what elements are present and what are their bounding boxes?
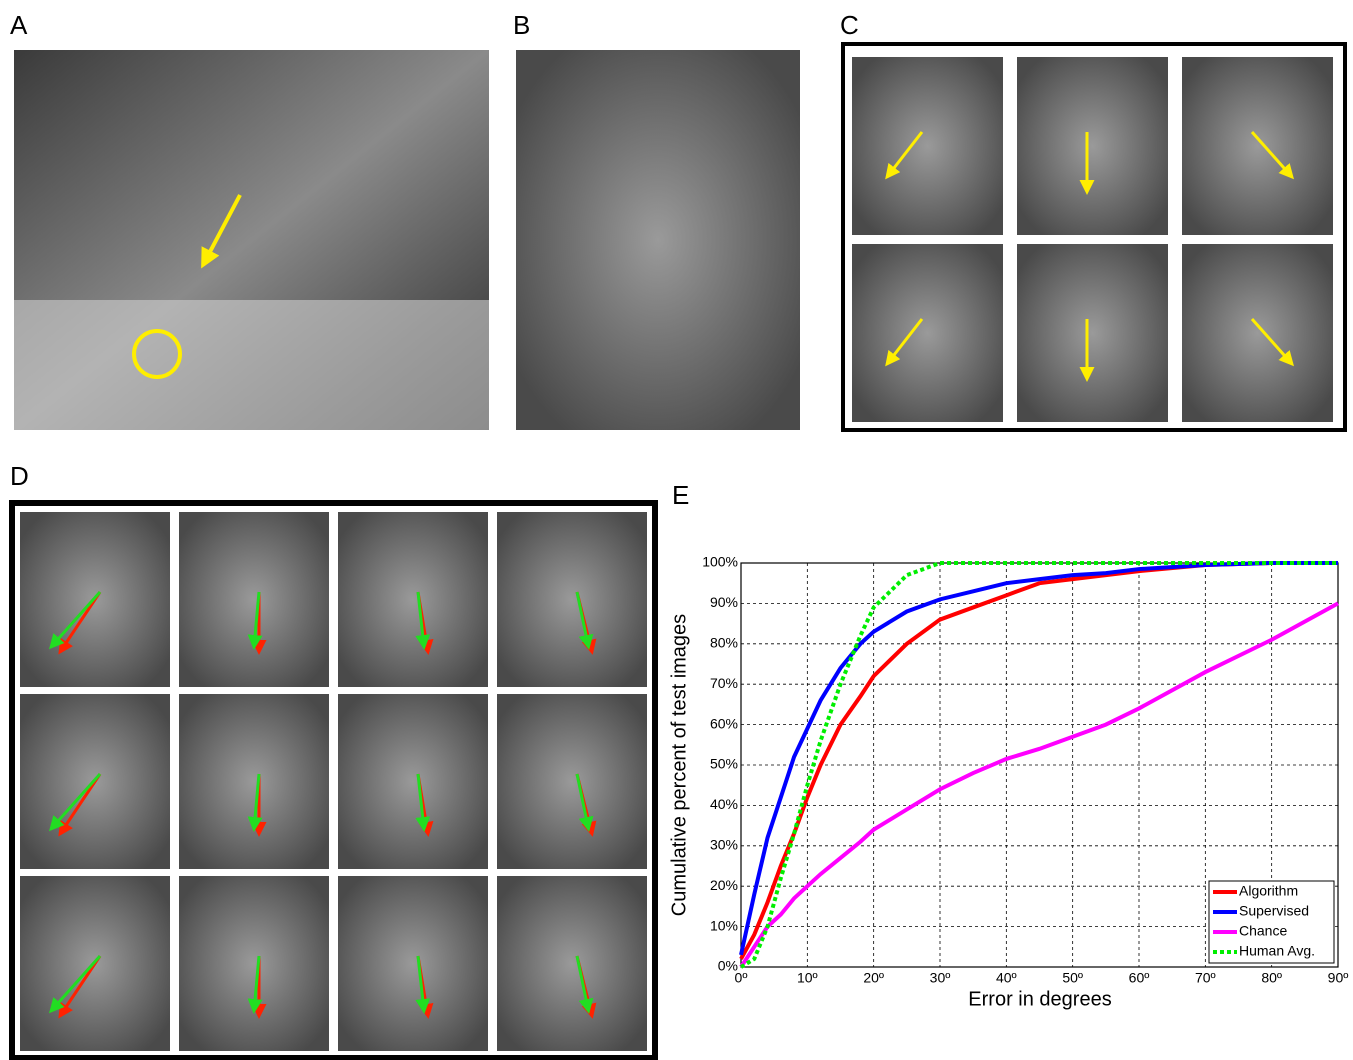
y-tick-label: 20% <box>710 877 738 893</box>
gaze-arrow <box>885 318 924 367</box>
series-line <box>739 561 1338 960</box>
photo-tile <box>1017 244 1168 422</box>
gaze-arrow <box>49 591 102 650</box>
panel-label: E <box>672 480 689 510</box>
gaze-arrow <box>58 773 102 837</box>
y-tick-label: 100% <box>702 554 738 570</box>
gaze-arrow <box>49 955 102 1014</box>
photo-tile <box>1182 57 1333 235</box>
gaze-arrow <box>247 773 263 832</box>
gaze-arrow <box>575 591 594 650</box>
gaze-arrow <box>575 955 594 1014</box>
series-line <box>739 601 1339 969</box>
photo-tile <box>852 57 1003 235</box>
x-tick-label: 0º <box>735 970 748 986</box>
y-tick-label: 30% <box>710 837 738 853</box>
y-tick-label: 60% <box>710 715 738 731</box>
photo-a <box>14 50 489 430</box>
chart: Error in degrees Cumulative percent of t… <box>668 554 1348 1011</box>
gaze-arrow <box>58 591 102 655</box>
legend-label: Supervised <box>1239 903 1309 919</box>
legend-label: Chance <box>1239 923 1287 939</box>
gaze-arrow <box>415 773 431 832</box>
x-tick-label: 80º <box>1261 970 1282 986</box>
photo-tile <box>179 876 329 1051</box>
photo-tile <box>338 876 488 1051</box>
gaze-arrow <box>247 955 263 1014</box>
panel-label: D <box>10 461 29 491</box>
photo-b <box>516 50 800 430</box>
legend-box <box>1208 880 1335 964</box>
x-tick-label: 90º <box>1328 970 1349 986</box>
photo-grid-c <box>841 42 1347 432</box>
x-tick-label: 30º <box>930 970 951 986</box>
gaze-arrow <box>1250 131 1294 180</box>
legend-label: Human Avg. <box>1239 943 1315 959</box>
photo-tile <box>497 876 647 1051</box>
photo-tile <box>1017 57 1168 235</box>
gaze-arrow <box>575 773 594 832</box>
gaze-arrow <box>247 591 263 650</box>
photo-tile <box>338 512 488 687</box>
gaze-arrow <box>415 955 431 1014</box>
gaze-arrow <box>415 591 431 650</box>
gaze-arrow <box>1250 318 1294 367</box>
x-axis-label: Error in degrees <box>968 988 1111 1010</box>
y-tick-label: 40% <box>710 796 738 812</box>
x-tick-label: 70º <box>1195 970 1216 986</box>
photo-tile <box>852 244 1003 422</box>
y-tick-label: 50% <box>710 756 738 772</box>
x-tick-label: 50º <box>1062 970 1083 986</box>
panel-label: C <box>840 10 859 40</box>
gaze-arrow <box>885 131 924 180</box>
y-tick-label: 80% <box>710 635 738 651</box>
photo-tile <box>338 694 488 869</box>
photo-tile <box>179 512 329 687</box>
photo-tile <box>179 694 329 869</box>
y-tick-label: 10% <box>710 917 738 933</box>
y-tick-label: 0% <box>718 958 738 974</box>
photo-tile <box>497 512 647 687</box>
y-tick-label: 90% <box>710 594 738 610</box>
x-tick-label: 40º <box>996 970 1017 986</box>
legend-label: Algorithm <box>1239 883 1298 899</box>
gaze-arrow <box>49 773 102 832</box>
x-tick-label: 10º <box>797 970 818 986</box>
y-tick-label: 70% <box>710 675 738 691</box>
x-tick-label: 20º <box>863 970 884 986</box>
panel-label: B <box>513 10 530 40</box>
photo-tile <box>1182 244 1333 422</box>
y-axis-label: Cumulative percent of test images <box>668 614 690 916</box>
photo-tile <box>497 694 647 869</box>
series-line <box>739 561 1338 956</box>
x-tick-label: 60º <box>1129 970 1150 986</box>
panel-label: A <box>10 10 28 40</box>
gaze-arrow <box>58 955 102 1019</box>
photo-grid-d <box>9 500 658 1060</box>
